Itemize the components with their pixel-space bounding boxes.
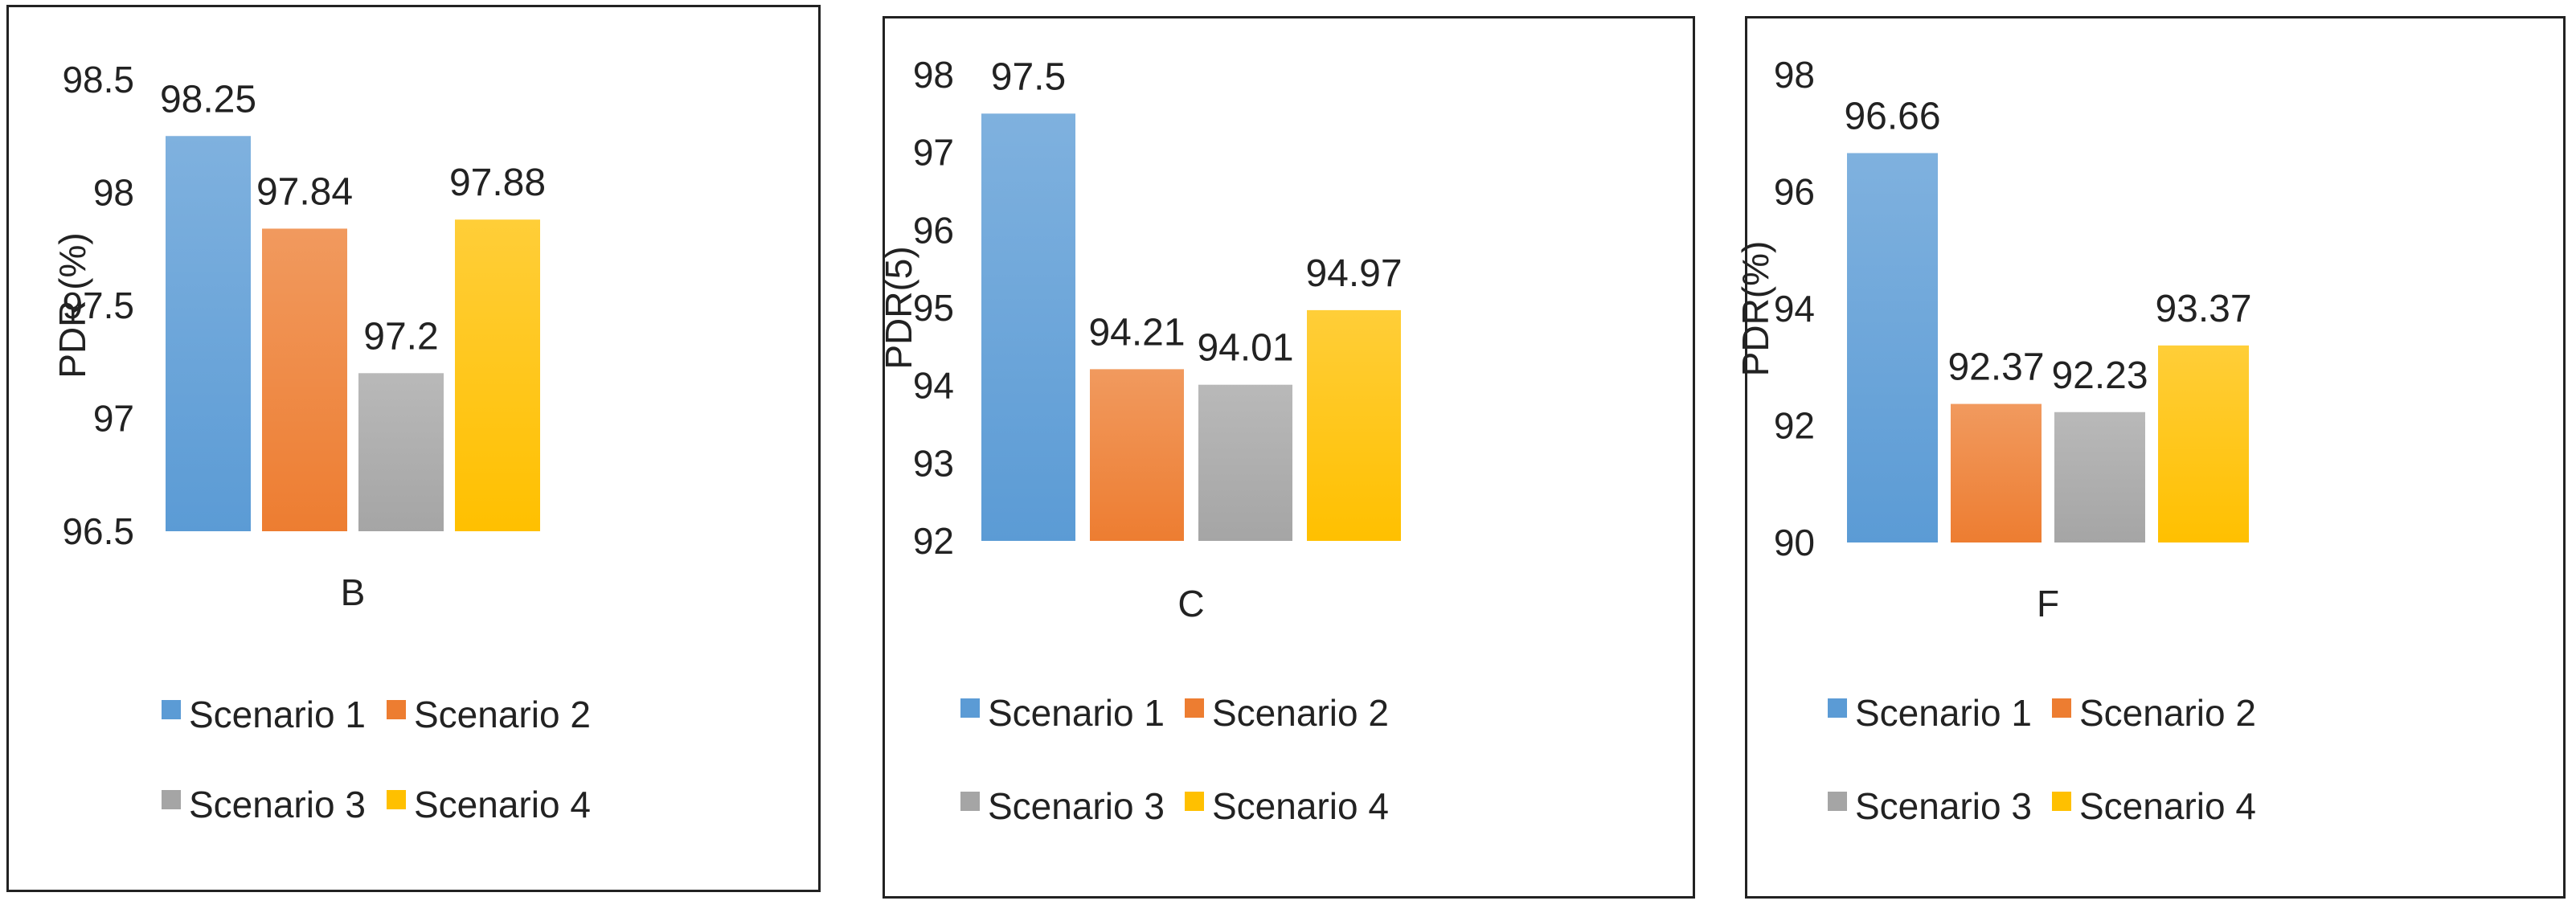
y-tick-label: 97 — [913, 132, 954, 174]
legend-label-scenario-2: Scenario 2 — [1212, 692, 1389, 734]
y-tick-label: 96 — [1774, 171, 1815, 213]
bar-scenario-3 — [1198, 384, 1292, 541]
legend-label-scenario-2: Scenario 2 — [414, 694, 591, 735]
legend-swatch-scenario-3 — [960, 792, 980, 811]
x-axis-label: B — [341, 571, 366, 613]
value-label-scenario-4: 93.37 — [2155, 288, 2251, 330]
y-tick-label: 90 — [1774, 522, 1815, 563]
bar-scenario-4 — [455, 219, 540, 531]
y-tick-label: 98 — [1774, 54, 1815, 96]
bar-scenario-4 — [1307, 309, 1401, 541]
y-tick-label: 93 — [913, 442, 954, 484]
x-axis-label: F — [2037, 583, 2059, 624]
legend-swatch-scenario-4 — [2052, 792, 2071, 811]
y-axis-label: PDR(%) — [1734, 241, 1776, 377]
legend-swatch-scenario-3 — [1828, 792, 1847, 811]
legend-swatch-scenario-2 — [1185, 698, 1204, 718]
legend-swatch-scenario-1 — [960, 698, 980, 718]
bar-scenario-2 — [1951, 403, 2042, 542]
bar-scenario-3 — [2054, 411, 2145, 542]
x-axis-label: C — [1177, 583, 1204, 624]
y-tick-label: 94 — [913, 365, 954, 407]
y-tick-label: 98.5 — [62, 59, 134, 100]
legend-label-scenario-1: Scenario 1 — [1855, 692, 2032, 734]
legend-swatch-scenario-3 — [162, 790, 181, 809]
value-label-scenario-1: 98.25 — [160, 78, 256, 121]
legend-swatch-scenario-2 — [387, 700, 406, 719]
value-label-scenario-2: 92.37 — [1947, 346, 2044, 389]
y-tick-label: 98 — [913, 54, 954, 96]
bar-scenario-2 — [262, 228, 347, 531]
chart-panel-f: 90 92 94 96 98 PDR(%) 96.66 92.37 92.23 93.37 F Sce… — [1734, 16, 2566, 899]
legend-swatch-scenario-4 — [387, 790, 406, 809]
bar-scenario-2 — [1090, 369, 1184, 541]
chart-b: 96.5 97 97.5 98 98.5 PDR (%) 98.25 97.84 97.2 97.… — [51, 59, 591, 825]
y-tick-label: 92 — [913, 520, 954, 562]
value-label-scenario-4: 97.88 — [449, 162, 546, 204]
bar-scenario-1 — [981, 113, 1075, 541]
y-tick-label: 96.5 — [62, 510, 134, 552]
value-label-scenario-4: 94.97 — [1305, 252, 1402, 295]
value-label-scenario-2: 94.21 — [1088, 311, 1185, 354]
bar-scenario-4 — [2158, 345, 2249, 542]
value-label-scenario-1: 97.5 — [991, 55, 1066, 98]
y-tick-label: 97 — [93, 398, 134, 440]
y-tick-label: 94 — [1774, 288, 1815, 330]
y-axis-label: PDR (%) — [51, 232, 93, 378]
legend-swatch-scenario-2 — [2052, 698, 2071, 718]
legend-label-scenario-4: Scenario 4 — [2079, 785, 2256, 827]
y-tick-label: 95 — [913, 287, 954, 329]
legend-label-scenario-2: Scenario 2 — [2079, 692, 2256, 734]
legend-label-scenario-1: Scenario 1 — [189, 694, 366, 735]
y-tick-label: 92 — [1774, 405, 1815, 447]
legend-label-scenario-4: Scenario 4 — [1212, 785, 1389, 827]
legend-label-scenario-4: Scenario 4 — [414, 784, 591, 825]
legend-swatch-scenario-1 — [1828, 698, 1847, 718]
value-label-scenario-2: 97.84 — [256, 170, 353, 213]
chart-panel-b: 96.5 97 97.5 98 98.5 PDR (%) 98.25 97.84 97.2 97.… — [6, 5, 821, 892]
y-tick-label: 96 — [913, 209, 954, 251]
bar-scenario-3 — [358, 373, 444, 531]
value-label-scenario-3: 92.23 — [2051, 354, 2148, 397]
y-axis-label: PDR(5) — [878, 246, 919, 369]
legend-label-scenario-3: Scenario 3 — [1855, 785, 2032, 827]
legend-swatch-scenario-4 — [1185, 792, 1204, 811]
bar-scenario-1 — [1847, 153, 1938, 543]
value-label-scenario-3: 94.01 — [1197, 327, 1293, 370]
value-label-scenario-1: 96.66 — [1844, 95, 1940, 137]
value-label-scenario-3: 97.2 — [363, 315, 438, 358]
y-tick-label: 98 — [93, 172, 134, 214]
bar-scenario-1 — [166, 136, 251, 531]
legend-swatch-scenario-1 — [162, 700, 181, 719]
legend-label-scenario-3: Scenario 3 — [988, 785, 1165, 827]
legend-label-scenario-1: Scenario 1 — [988, 692, 1165, 734]
y-tick-label: 97.5 — [62, 285, 134, 326]
chart-panel-c: 92 93 94 95 96 97 98 PDR(5) 97.5 94.21 94.01 94.97 C… — [878, 16, 1695, 899]
legend-label-scenario-3: Scenario 3 — [189, 784, 366, 825]
chart-c: 92 93 94 95 96 97 98 PDR(5) 97.5 94.21 94.01 94.97 C… — [878, 54, 1403, 827]
